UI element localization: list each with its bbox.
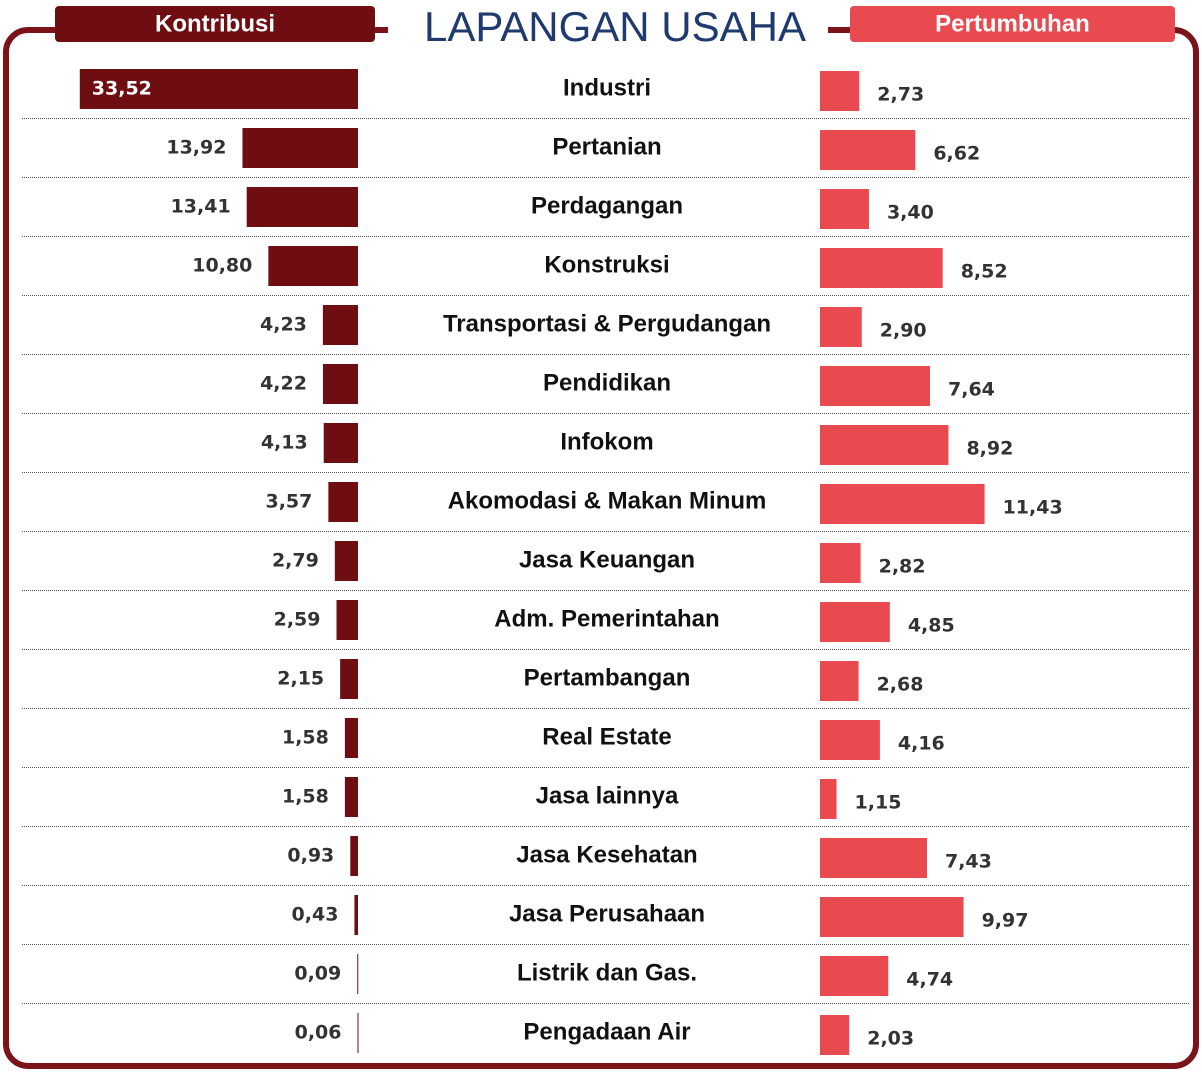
bar bbox=[820, 1015, 850, 1055]
bar bbox=[820, 307, 862, 347]
legend-label: Kontribusi bbox=[155, 10, 275, 37]
bar bbox=[820, 720, 880, 760]
bar bbox=[323, 423, 358, 463]
value-label: 10,80 bbox=[192, 255, 252, 277]
category-label: Jasa Kesehatan bbox=[516, 841, 697, 868]
bar bbox=[344, 777, 358, 817]
category-label: Jasa Perusahaan bbox=[509, 900, 705, 927]
category-label: Jasa lainnya bbox=[536, 782, 679, 809]
value-label: 7,43 bbox=[945, 851, 992, 873]
value-label: 9,97 bbox=[982, 910, 1029, 932]
bar bbox=[357, 1013, 359, 1053]
category-label: Jasa Keuangan bbox=[519, 546, 695, 573]
bar bbox=[328, 482, 358, 522]
bar bbox=[354, 895, 358, 935]
value-label: 2,15 bbox=[277, 668, 324, 690]
bar bbox=[820, 838, 927, 878]
value-label: 2,59 bbox=[274, 609, 321, 631]
bar bbox=[334, 541, 358, 581]
category-label: Pendidikan bbox=[543, 369, 671, 396]
value-label: 3,57 bbox=[265, 491, 312, 513]
legend-tab bbox=[850, 6, 1175, 42]
bar bbox=[820, 484, 985, 524]
bar bbox=[820, 602, 890, 642]
bar bbox=[350, 836, 358, 876]
value-label: 4,13 bbox=[261, 432, 308, 454]
value-label: 2,90 bbox=[880, 320, 927, 342]
value-label: 13,92 bbox=[166, 137, 226, 159]
value-label: 7,64 bbox=[948, 379, 995, 401]
bar bbox=[820, 366, 931, 406]
value-label: 4,85 bbox=[908, 615, 955, 637]
bar bbox=[820, 897, 964, 937]
bar bbox=[357, 954, 359, 994]
bar bbox=[820, 71, 860, 111]
value-label: 2,79 bbox=[272, 550, 319, 572]
title-bg bbox=[388, 10, 828, 50]
category-label: Konstruksi bbox=[544, 251, 669, 278]
bar bbox=[242, 128, 358, 168]
bar bbox=[820, 425, 949, 465]
value-label: 4,22 bbox=[260, 373, 307, 395]
bar bbox=[820, 248, 943, 288]
bar bbox=[268, 246, 358, 286]
bar bbox=[820, 779, 837, 819]
value-label: 13,41 bbox=[171, 196, 231, 218]
value-label: 4,16 bbox=[898, 733, 945, 755]
value-label: 11,43 bbox=[1003, 497, 1063, 519]
value-label: 1,58 bbox=[282, 786, 329, 808]
value-label: 6,62 bbox=[933, 143, 980, 165]
bar bbox=[820, 661, 859, 701]
category-label: Real Estate bbox=[542, 723, 671, 750]
category-label: Akomodasi & Makan Minum bbox=[448, 487, 767, 514]
bar bbox=[322, 305, 358, 345]
category-label: Perdagangan bbox=[531, 192, 683, 219]
bar bbox=[820, 543, 861, 583]
category-label: Infokom bbox=[560, 428, 653, 455]
value-label: 33,52 bbox=[92, 78, 152, 100]
value-label: 2,03 bbox=[867, 1028, 914, 1050]
legend-tab bbox=[55, 6, 375, 42]
value-label: 2,82 bbox=[879, 556, 926, 578]
value-label: 1,58 bbox=[282, 727, 329, 749]
chart-title: LAPANGAN USAHA bbox=[424, 3, 806, 50]
value-label: 0,93 bbox=[287, 845, 334, 867]
category-label: Pertambangan bbox=[524, 664, 691, 691]
bar bbox=[820, 956, 889, 996]
value-label: 2,68 bbox=[877, 674, 924, 696]
category-label: Adm. Pemerintahan bbox=[494, 605, 719, 632]
bar bbox=[336, 600, 358, 640]
bar bbox=[344, 718, 358, 758]
value-label: 3,40 bbox=[887, 202, 934, 224]
value-label: 8,92 bbox=[966, 438, 1013, 460]
bar bbox=[322, 364, 358, 404]
bar bbox=[820, 189, 869, 229]
value-label: 0,06 bbox=[295, 1022, 342, 1044]
value-label: 1,15 bbox=[855, 792, 902, 814]
bar bbox=[340, 659, 358, 699]
value-label: 4,23 bbox=[260, 314, 307, 336]
category-label: Industri bbox=[563, 74, 651, 101]
value-label: 8,52 bbox=[961, 261, 1008, 283]
value-label: 2,73 bbox=[877, 84, 924, 106]
legend-label: Pertumbuhan bbox=[935, 10, 1090, 37]
bar bbox=[246, 187, 358, 227]
value-label: 0,43 bbox=[292, 904, 339, 926]
value-label: 0,09 bbox=[294, 963, 341, 985]
category-label: Pengadaan Air bbox=[523, 1018, 690, 1045]
category-label: Pertanian bbox=[552, 133, 661, 160]
category-label: Transportasi & Pergudangan bbox=[443, 310, 771, 337]
category-label: Listrik dan Gas. bbox=[517, 959, 697, 986]
bar bbox=[79, 69, 358, 109]
bar bbox=[820, 130, 916, 170]
value-label: 4,74 bbox=[906, 969, 953, 991]
